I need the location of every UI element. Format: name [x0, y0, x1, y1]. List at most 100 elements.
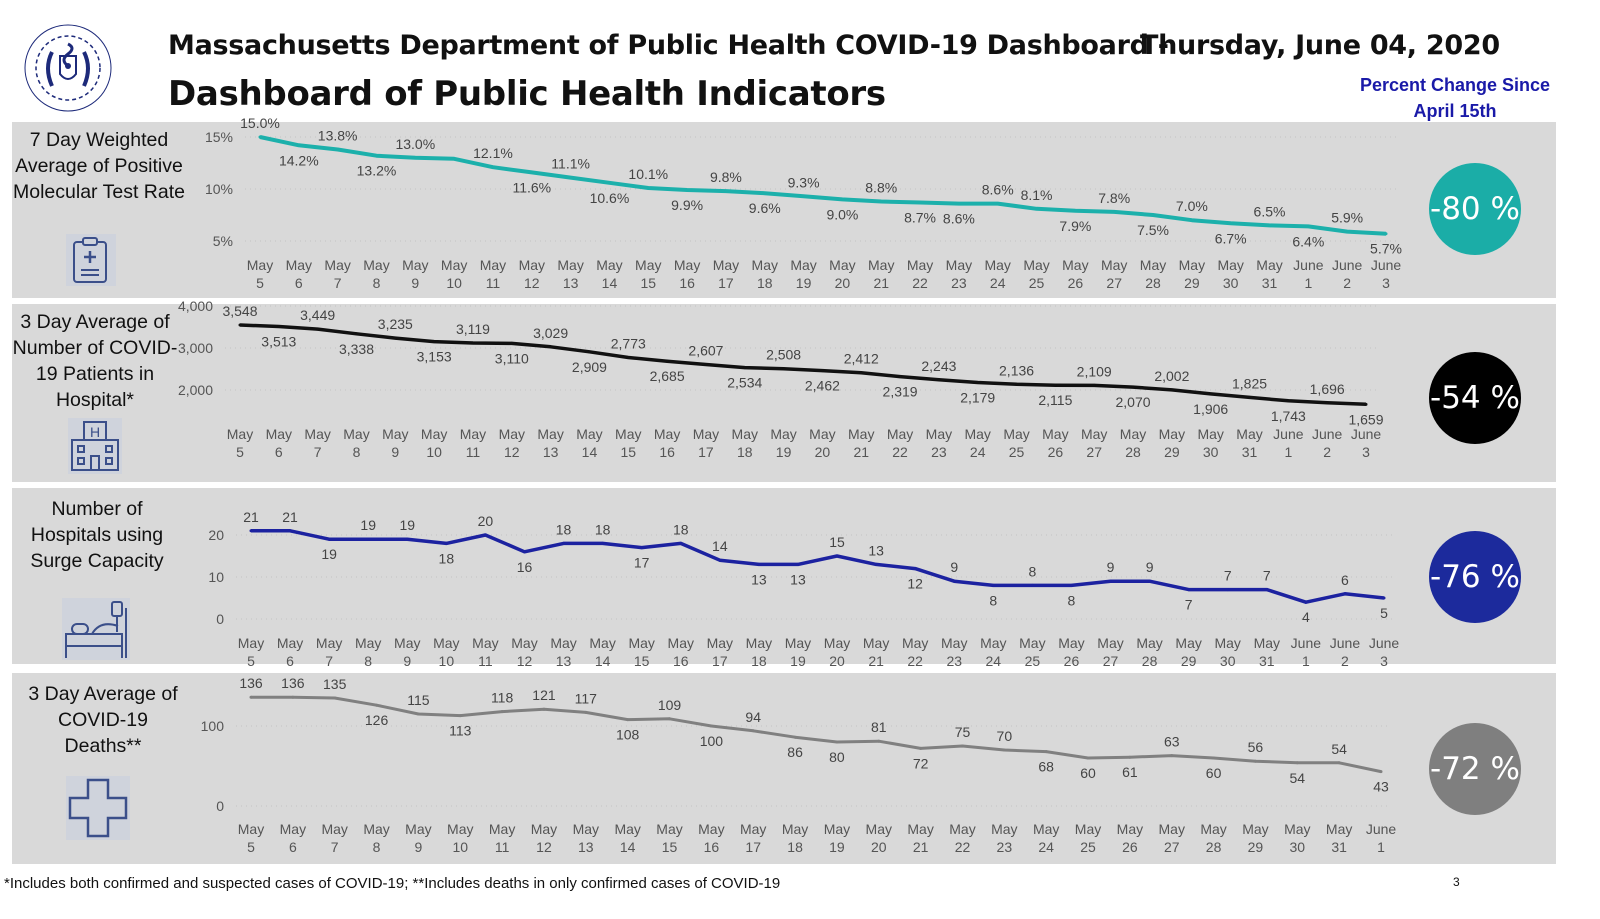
data-point [452, 157, 456, 161]
data-point [366, 537, 370, 541]
x-tick-label-day: 18 [737, 444, 753, 460]
data-point [458, 714, 462, 718]
data-point [960, 744, 964, 748]
data-label: 12 [907, 576, 923, 592]
x-tick-label-day: 23 [946, 653, 962, 669]
data-point [802, 194, 806, 198]
data-point [1073, 209, 1077, 213]
data-point [1187, 588, 1191, 592]
data-label: 94 [745, 709, 761, 725]
x-tick-label-day: 27 [1164, 839, 1180, 855]
mass-dph-seal-logo [22, 22, 114, 114]
x-tick-label-day: 10 [446, 275, 462, 291]
x-tick-label-month: May [824, 635, 850, 651]
data-point [549, 345, 553, 349]
data-point [607, 181, 611, 185]
x-tick-label-day: 26 [1048, 444, 1064, 460]
x-tick-label-day: 26 [1122, 839, 1138, 855]
x-tick-label-day: 9 [415, 839, 423, 855]
x-tick-label-month: May [1242, 821, 1268, 837]
x-tick-label-day: 11 [466, 444, 481, 460]
data-label: 2,115 [1038, 392, 1072, 408]
x-tick-label-month: June [1332, 257, 1363, 273]
x-tick-label-day: 22 [912, 275, 928, 291]
x-tick-label-month: May [266, 426, 292, 442]
data-point [327, 537, 331, 541]
x-tick-label-month: May [770, 426, 796, 442]
data-label: 1,743 [1271, 408, 1306, 424]
x-tick-label-day: 3 [1380, 653, 1388, 669]
series-line [259, 135, 1387, 236]
data-label: 2,462 [805, 378, 840, 394]
x-tick-label-day: 14 [595, 653, 611, 669]
x-tick-label-day: 26 [1068, 275, 1084, 291]
percent-change-heading: Percent Change Since April 15th [1340, 72, 1570, 124]
data-label: 72 [913, 755, 929, 771]
x-tick-label-day: 30 [1290, 839, 1306, 855]
x-tick-label-day: 1 [1284, 444, 1292, 460]
data-label: 10.1% [628, 166, 668, 182]
data-point [751, 729, 755, 733]
data-label: 56 [1248, 739, 1264, 755]
x-tick-label-month: May [1120, 426, 1146, 442]
x-tick-label-month: May [1254, 635, 1280, 651]
x-tick-label-month: May [316, 635, 342, 651]
x-tick-label-day: 21 [913, 839, 929, 855]
data-label: 21 [243, 509, 259, 525]
data-label: 3,110 [495, 350, 529, 366]
x-tick-label-month: May [321, 821, 347, 837]
x-tick-label-month: May [405, 821, 431, 837]
x-tick-label-day: 23 [997, 839, 1013, 855]
data-label: 2,909 [572, 359, 607, 375]
data-label: 8.7% [904, 210, 936, 226]
x-tick-label-month: May [674, 257, 700, 273]
data-point [1248, 395, 1252, 399]
x-tick-label-day: 14 [620, 839, 636, 855]
data-point [679, 541, 683, 545]
x-tick-label-day: 16 [679, 275, 695, 291]
data-label: 16 [517, 559, 533, 575]
x-tick-label-month: May [1236, 426, 1262, 442]
x-tick-label-month: June [1312, 426, 1343, 442]
x-tick-label-day: 24 [1038, 839, 1054, 855]
y-tick-label: 100 [201, 718, 225, 734]
title-line: Number of COVID- [12, 337, 178, 359]
series-line [251, 529, 1385, 604]
data-point [491, 165, 495, 169]
x-tick-label-month: May [949, 821, 975, 837]
data-label: 9.0% [826, 206, 858, 222]
data-point [1253, 759, 1257, 763]
x-tick-label-month: May [654, 426, 680, 442]
x-tick-label-day: 25 [1009, 444, 1025, 460]
x-tick-label-month: May [1075, 821, 1101, 837]
svg-text:H: H [90, 424, 100, 440]
data-point [1086, 756, 1090, 760]
data-point [976, 380, 980, 384]
data-label: 6.5% [1254, 203, 1286, 219]
x-tick-label-month: May [1140, 257, 1166, 273]
x-tick-label-month: May [596, 257, 622, 273]
data-point [297, 143, 301, 147]
data-point [413, 156, 417, 160]
x-tick-label-day: 22 [955, 839, 971, 855]
x-tick-label-day: 24 [990, 275, 1006, 291]
x-tick-label-month: May [824, 821, 850, 837]
data-point [1304, 600, 1308, 604]
x-tick-label-day: 29 [1164, 444, 1180, 460]
x-tick-label-day: 1 [1304, 275, 1312, 291]
data-label: 3,338 [339, 341, 374, 357]
x-tick-label-day: 12 [517, 653, 533, 669]
data-point [1384, 232, 1388, 236]
data-point [913, 567, 917, 571]
clipboard-icon [66, 234, 116, 291]
data-point [1170, 754, 1174, 758]
x-tick-label-day: 23 [931, 444, 947, 460]
x-tick-label-month: May [713, 257, 739, 273]
x-tick-label-month: May [984, 257, 1010, 273]
title-line: Average of Positive [15, 155, 183, 177]
x-tick-label-month: May [489, 821, 515, 837]
chart-3: 20100May5May6May7May8May9May10May11May12… [208, 509, 1399, 669]
x-tick-label-month: June [1366, 821, 1397, 837]
data-label: 9.6% [749, 200, 781, 216]
report-date: Thursday, June 04, 2020 [1140, 30, 1500, 61]
